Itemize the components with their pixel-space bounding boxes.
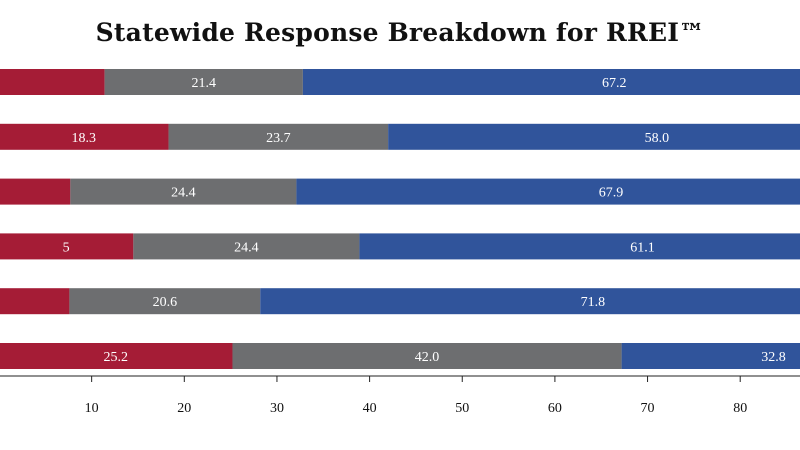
bar-segment xyxy=(0,233,134,260)
bar-value-label: 58.0 xyxy=(645,131,670,146)
bar-segment xyxy=(168,123,389,150)
bar-value-label: 24.4 xyxy=(234,240,259,255)
bar-value-label: 32.8 xyxy=(761,350,786,365)
x-tick-label: 80 xyxy=(733,401,747,416)
bar-segment xyxy=(621,343,800,369)
bar-value-label: 25.2 xyxy=(103,350,128,365)
bar-segment xyxy=(0,288,70,315)
x-tick-label: 70 xyxy=(641,401,655,416)
bar-segment xyxy=(70,178,297,205)
x-tick-label: 50 xyxy=(455,401,469,416)
bar-segment xyxy=(0,343,233,369)
bar-segment xyxy=(0,69,105,95)
bar-value-label: 67.9 xyxy=(599,186,624,201)
x-tick-label: 40 xyxy=(363,401,377,416)
x-tick-label: 60 xyxy=(548,401,562,416)
bar-value-label: 67.2 xyxy=(602,76,627,91)
bar-value-label: 5 xyxy=(63,240,70,255)
x-tick-label: 30 xyxy=(270,401,284,416)
bar-segment xyxy=(133,233,360,260)
x-tick-label: 20 xyxy=(177,401,191,416)
bar-segment xyxy=(260,288,800,315)
bar-segment xyxy=(232,343,622,369)
bar-segment xyxy=(302,69,800,95)
bar-value-label: 21.4 xyxy=(192,76,217,91)
bar-value-label: 42.0 xyxy=(415,350,440,365)
x-axis: 102030405060708090 xyxy=(0,375,800,416)
bar-value-label: 18.3 xyxy=(72,131,97,146)
bar-segment xyxy=(104,69,303,95)
bar-value-label: 23.7 xyxy=(266,131,291,146)
bar-segment xyxy=(0,178,71,205)
bar-value-label: 20.6 xyxy=(153,295,178,310)
bar-segment xyxy=(388,123,800,150)
bar-segment xyxy=(0,123,169,150)
bars-layer: 21.4 67.2 18.3 23.7 58.0 24.4 67.9 5 24.4 61.1 20.… xyxy=(0,69,800,369)
chart-title: Statewide Response Breakdown for RREI™ xyxy=(95,18,705,47)
x-tick-label: 10 xyxy=(85,401,99,416)
bar-value-label: 71.8 xyxy=(581,295,606,310)
bar-value-label: 61.1 xyxy=(630,240,655,255)
bar-segment xyxy=(69,288,261,315)
bar-segment xyxy=(296,178,800,205)
bar-segment xyxy=(359,233,800,260)
bar-value-label: 24.4 xyxy=(171,186,196,201)
